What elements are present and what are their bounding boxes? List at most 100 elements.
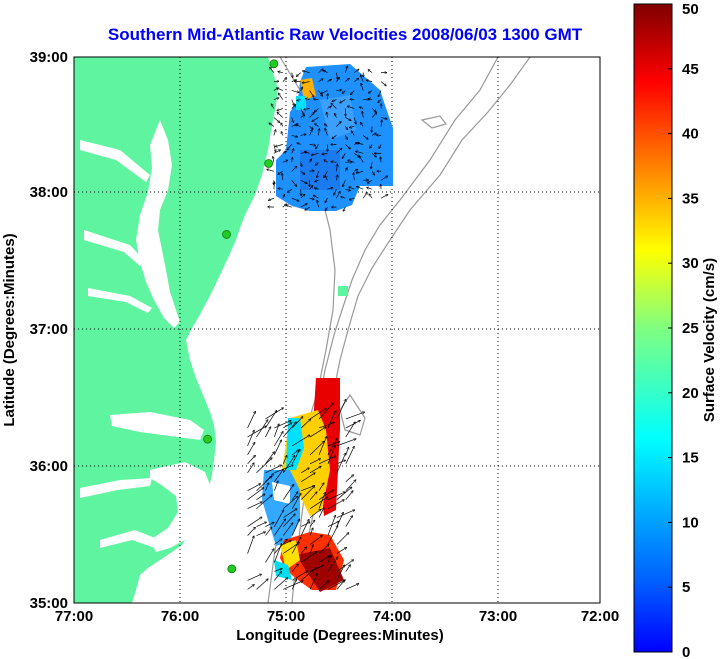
velocity-arrow	[291, 166, 297, 172]
velocity-arrow	[325, 198, 328, 203]
radar-station-marker	[227, 564, 237, 574]
velocity-arrow	[247, 455, 256, 465]
velocity-arrow	[309, 528, 313, 536]
velocity-arrow	[336, 565, 345, 581]
velocity-arrow	[345, 78, 349, 82]
velocity-arrow	[274, 469, 283, 482]
velocity-arrow	[283, 514, 295, 527]
velocity-arrow	[327, 112, 328, 118]
velocity-arrow	[247, 411, 256, 429]
colorbar-tick-label: 5	[682, 579, 690, 596]
velocity-arrow	[347, 106, 355, 109]
velocity-arrow	[336, 90, 341, 91]
velocity-arrow	[291, 416, 303, 429]
velocity-arrow	[327, 188, 332, 190]
velocity-arrow	[309, 171, 315, 172]
velocity-arrow	[336, 121, 341, 127]
velocity-arrow	[283, 422, 296, 438]
velocity-arrow	[361, 83, 364, 91]
velocity-arrow	[273, 150, 281, 154]
velocity-arrow	[315, 162, 319, 165]
velocity-arrow	[281, 132, 283, 136]
velocity-arrow	[323, 70, 328, 73]
colorbar-tick-label: 15	[682, 450, 699, 467]
velocity-arrow	[345, 117, 351, 120]
velocity-arrow	[309, 509, 321, 518]
velocity-arrow	[283, 509, 297, 518]
velocity-arrow	[309, 536, 322, 545]
velocity-arrow	[286, 205, 292, 208]
velocity-arrow	[318, 508, 324, 518]
velocity-arrow	[341, 197, 346, 199]
velocity-arrow	[336, 453, 346, 473]
bay-tributary-1	[80, 140, 150, 182]
velocity-arrow	[265, 452, 274, 465]
velocity-arrow	[301, 486, 315, 492]
velocity-arrow	[309, 112, 315, 118]
velocity-arrow	[265, 549, 273, 563]
velocity-arrow	[313, 195, 319, 199]
velocity-arrow	[309, 144, 316, 145]
velocity-arrow	[336, 175, 337, 181]
velocity-arrow	[309, 565, 324, 572]
colorbar-tick-label: 20	[682, 385, 699, 402]
colorbar-tick-label: 10	[682, 514, 699, 531]
velocity-vectors	[247, 66, 388, 590]
velocity-arrow	[345, 412, 365, 420]
plot-area	[74, 57, 600, 603]
velocity-arrow	[356, 186, 364, 190]
velocity-arrow	[378, 99, 382, 103]
velocity-arrow	[283, 496, 298, 509]
pamlico-tributary	[80, 478, 152, 498]
velocity-arrow	[354, 78, 359, 82]
velocity-arrow	[265, 483, 268, 491]
velocity-arrow	[351, 131, 355, 136]
velocity-arrow	[274, 571, 281, 581]
velocity-arrow	[318, 556, 329, 563]
velocity-arrow	[343, 206, 346, 211]
velocity-arrow	[256, 532, 266, 536]
velocity-arrow	[287, 188, 292, 192]
velocity-arrow	[345, 66, 347, 73]
velocity-arrow	[256, 495, 273, 509]
colorbar-tick-label: 35	[682, 190, 699, 207]
velocity-arrow	[315, 180, 319, 181]
velocity-arrow	[318, 545, 329, 554]
velocity-arrow	[325, 206, 328, 211]
velocity-arrow	[247, 502, 263, 509]
chart-title: Southern Mid-Atlantic Raw Velocities 200…	[108, 25, 583, 44]
velocity-arrow	[247, 426, 267, 438]
velocity-arrow	[336, 510, 355, 518]
velocity-arrow	[256, 494, 265, 500]
velocity-arrow	[327, 521, 339, 527]
velocity-arrow	[327, 410, 336, 429]
x-axis: 77:00 76:00 75:00 74:00 73:00 72:00	[55, 608, 619, 625]
velocity-arrow	[327, 492, 345, 500]
velocity-arrow	[247, 574, 262, 581]
velocity-arrow	[274, 431, 283, 447]
velocity-arrow	[291, 105, 296, 109]
velocity-arrow	[336, 399, 346, 420]
colorbar-tick-label: 25	[682, 320, 699, 337]
velocity-arrow	[309, 466, 321, 474]
velocity-arrow	[309, 129, 313, 136]
velocity-arrow	[283, 581, 303, 590]
velocity-arrow	[309, 408, 326, 420]
velocity-arrow	[318, 79, 324, 82]
velocity-arrow	[256, 458, 273, 474]
velocity-arrow	[297, 100, 301, 101]
velocity-arrow	[362, 135, 368, 139]
x-tick-label: 72:00	[581, 608, 619, 625]
velocity-arrow	[309, 427, 326, 438]
x-axis-label: Longitude (Degrees:Minutes)	[236, 627, 444, 644]
velocity-arrow	[291, 519, 299, 536]
velocity-arrow	[380, 176, 388, 181]
velocity-arrow	[336, 148, 342, 154]
velocity-arrow	[380, 81, 386, 86]
velocity-arrow	[345, 446, 354, 464]
x-tick-label: 74:00	[373, 608, 411, 625]
velocity-arrow	[300, 179, 308, 183]
x-tick-label: 76:00	[161, 608, 199, 625]
velocity-arrow	[345, 126, 347, 129]
